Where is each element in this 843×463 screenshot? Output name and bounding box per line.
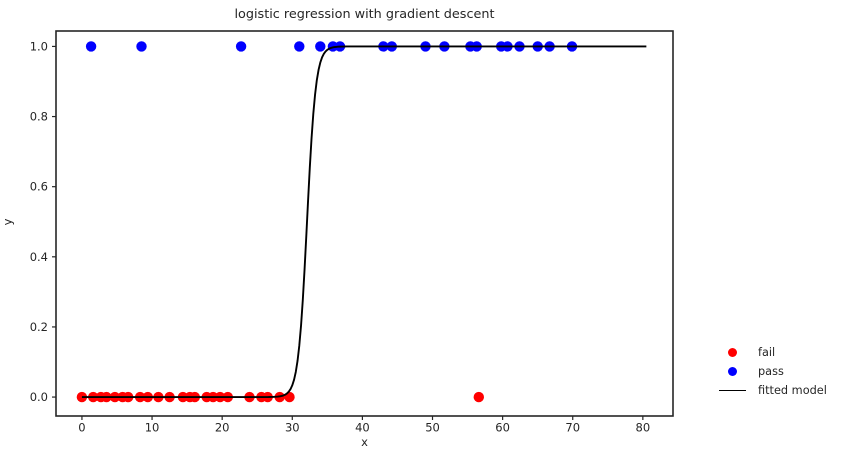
x-tick-label: 0 <box>78 421 85 435</box>
pass-points <box>85 41 578 52</box>
fail-marker-icon <box>718 348 746 357</box>
y-tick-label: 0.0 <box>30 390 48 404</box>
pass-point <box>315 41 326 52</box>
chart-title: logistic regression with gradient descen… <box>234 7 495 22</box>
pass-point <box>294 41 305 52</box>
fitted-curve <box>81 45 647 399</box>
x-tick-label: 50 <box>425 421 440 435</box>
pass-point <box>85 41 97 52</box>
pass-point <box>136 41 147 52</box>
y-tick-label: 0.2 <box>30 320 48 334</box>
y-tick-label: 0.8 <box>30 110 48 124</box>
x-tick-label: 20 <box>215 421 230 435</box>
y-axis-label: y <box>0 218 15 226</box>
x-axis-label: x <box>361 435 368 449</box>
x-tick-label: 60 <box>495 421 510 435</box>
x-tick-label: 40 <box>355 421 370 435</box>
legend: fail pass fitted model <box>714 343 827 400</box>
legend-item-fitted-model: fitted model <box>714 381 827 400</box>
legend-label-pass: pass <box>758 365 784 378</box>
legend-label-fail: fail <box>758 346 776 359</box>
legend-item-pass: pass <box>714 362 827 381</box>
x-tick-label: 70 <box>565 421 580 435</box>
y-tick-label: 1.0 <box>30 39 48 53</box>
pass-point <box>235 41 247 52</box>
fail-point <box>473 391 484 403</box>
pass-marker-icon <box>718 367 746 376</box>
y-tick-label: 0.4 <box>30 250 48 264</box>
axes-frame <box>55 30 674 417</box>
x-axis-ticks: 0 10 20 30 40 50 60 70 80 <box>78 416 650 435</box>
x-tick-label: 80 <box>636 421 651 435</box>
x-tick-label: 10 <box>145 421 160 435</box>
legend-label-fitted-model: fitted model <box>758 384 827 397</box>
fitted-model-line-icon <box>718 390 746 391</box>
legend-item-fail: fail <box>714 343 827 362</box>
x-tick-label: 30 <box>285 421 300 435</box>
fail-point <box>76 391 88 403</box>
y-axis-ticks: 0.0 0.2 0.4 0.6 0.8 1.0 <box>30 39 56 404</box>
y-tick-label: 0.6 <box>30 180 48 194</box>
